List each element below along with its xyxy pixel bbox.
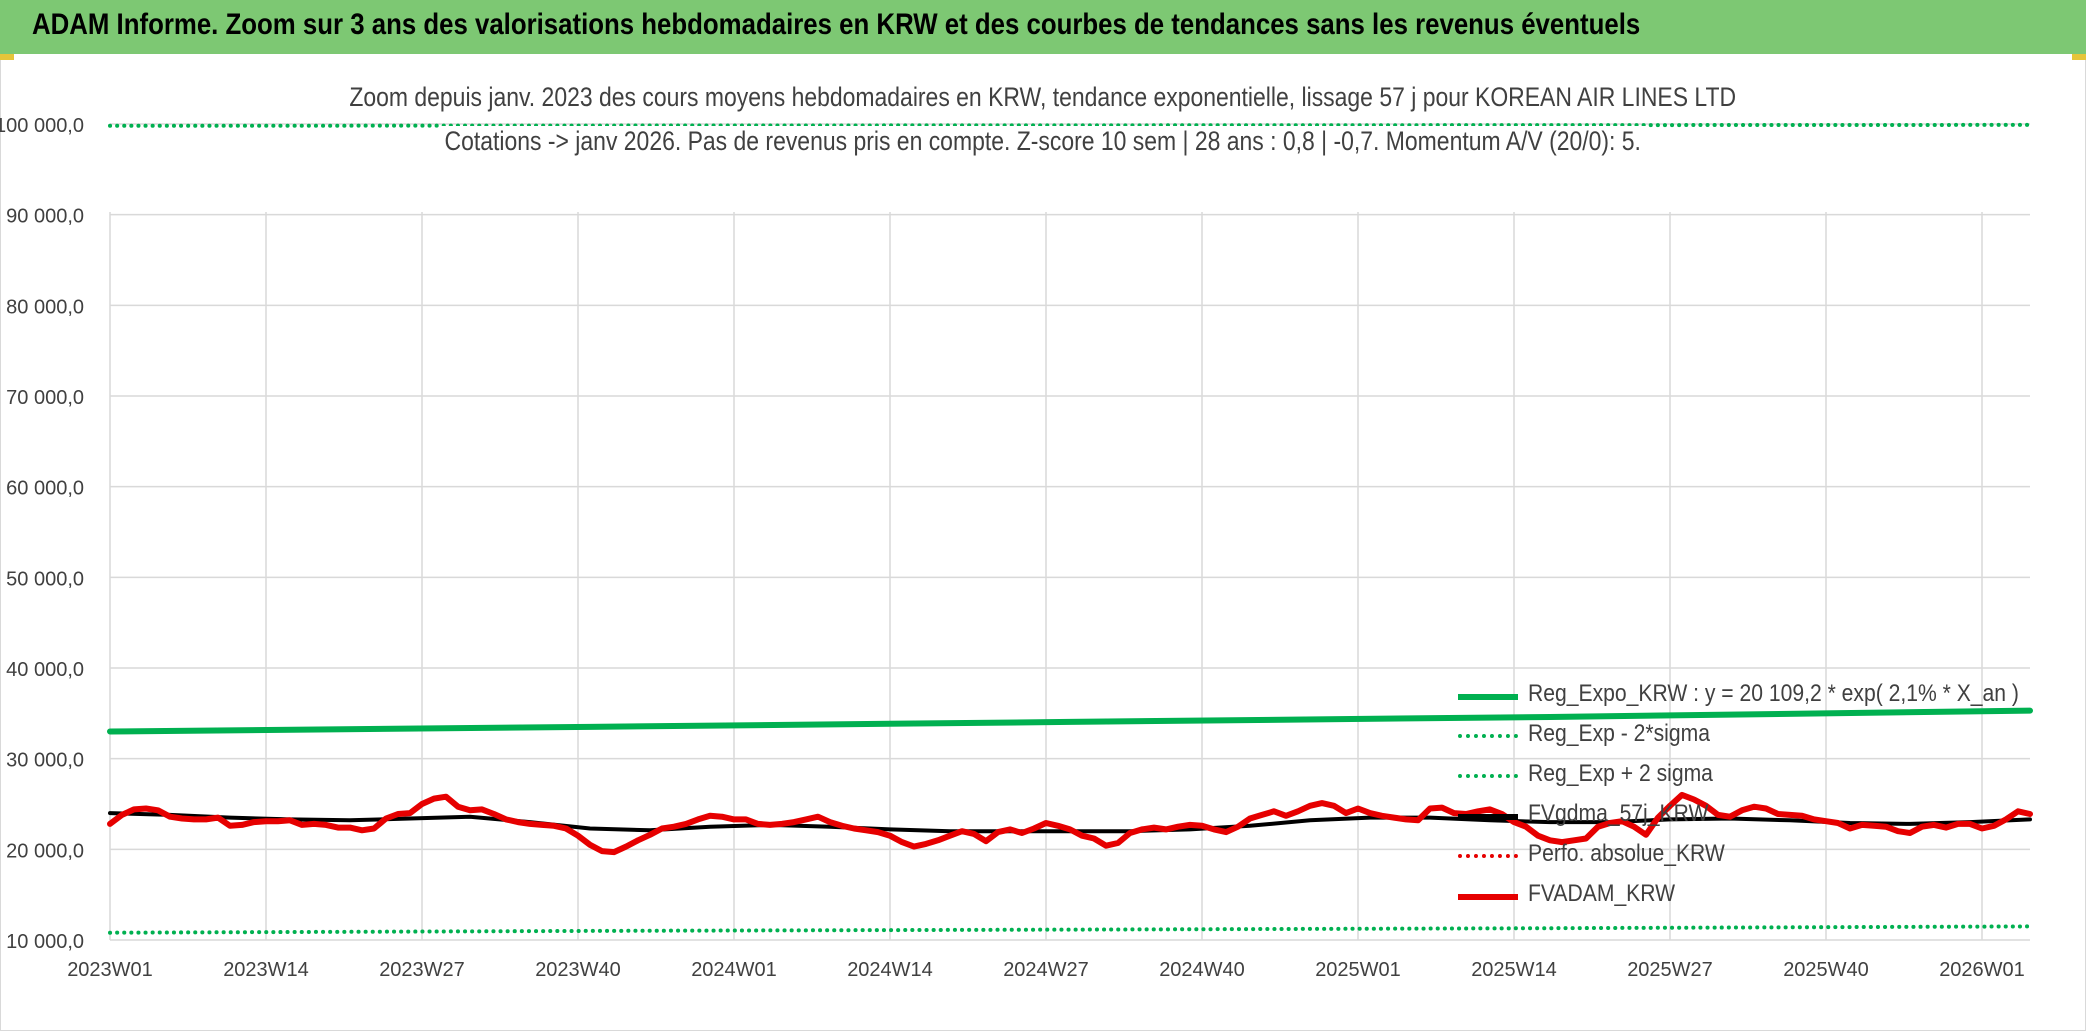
legend-swatch (1458, 694, 1518, 700)
legend-entry: Reg_Exp - 2*sigma (1458, 718, 2058, 758)
x-tick-label: 2025W14 (1471, 959, 1557, 981)
y-tick-label: 100 000,0 (0, 115, 84, 137)
legend-entry: Reg_Exp + 2 sigma (1458, 758, 2058, 798)
legend-swatch (1458, 894, 1518, 900)
x-tick-label: 2024W14 (847, 959, 933, 981)
y-tick-label: 50 000,0 (6, 568, 84, 590)
chart-title: Zoom depuis janv. 2023 des cours moyens … (0, 82, 2086, 113)
legend-entry: Reg_Expo_KRW : y = 20 109,2 * exp( 2,1% … (1458, 678, 2058, 718)
series-line-5 (107, 791, 2033, 856)
legend-entry: Perfo. absolue_KRW (1458, 838, 2058, 878)
series-line-2 (108, 122, 2032, 128)
legend-entry: FVgdma_57j_KRW (1458, 798, 2058, 838)
series-line-1 (108, 924, 2032, 935)
x-tick-label: 2025W27 (1627, 959, 1713, 981)
legend-entry: FVADAM_KRW (1458, 878, 2058, 918)
report-title: ADAM Informe. Zoom sur 3 ans des valoris… (32, 8, 1641, 41)
legend-swatch (1458, 774, 1518, 778)
chart-subtitle: Cotations -> janv 2026. Pas de revenus p… (0, 126, 2086, 157)
x-tick-label: 2024W40 (1159, 959, 1245, 981)
banner-corner-left (0, 54, 14, 60)
legend-swatch (1458, 854, 1518, 858)
y-tick-label: 90 000,0 (6, 206, 84, 228)
chart-title-text: Zoom depuis janv. 2023 des cours moyens … (344, 82, 1742, 113)
x-tick-label: 2023W27 (379, 959, 465, 981)
y-tick-label: 70 000,0 (6, 387, 84, 409)
y-tick-label: 80 000,0 (6, 296, 84, 318)
y-tick-label: 10 000,0 (6, 931, 84, 953)
x-tick-label: 2024W01 (691, 959, 777, 981)
legend-label: FVgdma_57j_KRW (1528, 800, 1709, 827)
y-tick-label: 30 000,0 (6, 750, 84, 772)
x-tick-label: 2026W01 (1939, 959, 2025, 981)
chart-legend: Reg_Expo_KRW : y = 20 109,2 * exp( 2,1% … (1458, 678, 2058, 918)
banner-corner-right (2072, 54, 2086, 60)
y-tick-label: 20 000,0 (6, 840, 84, 862)
series-line-0 (107, 707, 2033, 735)
y-tick-label: 40 000,0 (6, 659, 84, 681)
x-tick-label: 2025W40 (1783, 959, 1869, 981)
chart-subtitle-text: Cotations -> janv 2026. Pas de revenus p… (439, 126, 1647, 157)
x-tick-label: 2023W01 (67, 959, 153, 981)
x-tick-label: 2024W27 (1003, 959, 1089, 981)
report-banner: ADAM Informe. Zoom sur 3 ans des valoris… (0, 0, 2086, 54)
legend-label: FVADAM_KRW (1528, 880, 1676, 907)
legend-swatch (1458, 814, 1518, 820)
legend-label: Reg_Exp - 2*sigma (1528, 720, 1710, 747)
legend-label: Reg_Exp + 2 sigma (1528, 760, 1713, 787)
y-tick-label: 60 000,0 (6, 478, 84, 500)
x-tick-label: 2023W40 (535, 959, 621, 981)
x-tick-label: 2025W01 (1315, 959, 1401, 981)
legend-label: Reg_Expo_KRW : y = 20 109,2 * exp( 2,1% … (1528, 680, 2019, 707)
x-tick-label: 2023W14 (223, 959, 309, 981)
legend-swatch (1458, 734, 1518, 738)
legend-label: Perfo. absolue_KRW (1528, 840, 1725, 867)
